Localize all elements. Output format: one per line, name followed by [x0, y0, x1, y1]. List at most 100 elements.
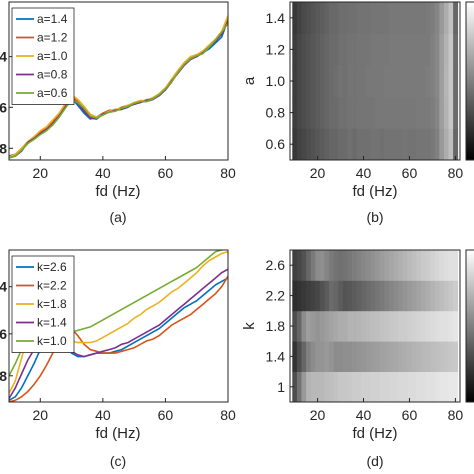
- heatmap-cell: [430, 128, 436, 161]
- heatmap-cell: [306, 341, 312, 372]
- heatmap-cell: [338, 250, 344, 281]
- heatmap-cell: [439, 128, 445, 161]
- heatmap-cell: [338, 341, 344, 372]
- heatmap-cell: [356, 341, 362, 372]
- heatmap-cell: [324, 341, 330, 372]
- heatmap-cell: [365, 310, 371, 342]
- heatmap-cell: [347, 310, 353, 342]
- heatmap-cell: [402, 128, 408, 161]
- heatmap-cell: [347, 128, 353, 161]
- heatmap-cell: [443, 341, 449, 372]
- heatmap-cell: [306, 2, 312, 34]
- heatmap-cell: [375, 2, 380, 34]
- heatmap-cell: [448, 96, 454, 129]
- heatmap-cell: [319, 2, 325, 34]
- heatmap-cell: [425, 310, 431, 342]
- heatmap-cell: [397, 65, 403, 98]
- heatmap-cell: [407, 280, 413, 312]
- heatmap-cell: [301, 2, 307, 34]
- heatmap-cell: [319, 371, 325, 403]
- heatmap-cell: [333, 280, 339, 312]
- x-axis-label: fd (Hz): [96, 183, 141, 200]
- heatmap-cell: [411, 65, 417, 98]
- heatmap-cell: [315, 96, 321, 129]
- heatmap-cell: [402, 280, 408, 312]
- heatmap-cell: [425, 65, 431, 98]
- heatmap-cell: [434, 128, 440, 161]
- heatmap-cell: [448, 250, 454, 281]
- heatmap-d: 20 40 60 80 1 1.4 1.8 2.2 2.6 k fd (Hz) (d): [241, 249, 474, 469]
- heatmap-cell: [319, 96, 325, 129]
- heatmap-cell: [407, 128, 413, 161]
- heatmap-cell: [315, 128, 321, 161]
- heatmap-cell: [425, 33, 431, 66]
- heatmap-cell: [342, 280, 348, 312]
- colorbar: [465, 249, 474, 403]
- heatmap-cell: [411, 2, 417, 34]
- heatmap-cell: [296, 33, 302, 66]
- heatmap-cell: [416, 128, 422, 161]
- y-axis-label: a: [241, 76, 258, 85]
- heatmap-cell: [453, 310, 459, 342]
- heatmap-cell: [365, 341, 371, 372]
- panel-label: (a): [109, 209, 126, 225]
- heatmap-cell: [361, 96, 367, 129]
- heatmap-cell: [342, 341, 348, 372]
- heatmap-cell: [434, 371, 440, 403]
- heatmap-cell: [292, 341, 298, 372]
- heatmap-cell: [352, 128, 358, 161]
- heatmap-cell: [448, 33, 454, 66]
- y-axis-label: k: [241, 322, 258, 330]
- heatmap-cell: [443, 250, 449, 281]
- heatmap-cell: [356, 2, 362, 34]
- heatmap-cell: [370, 65, 376, 98]
- heatmap-cell: [397, 280, 403, 312]
- heatmap-cell: [388, 33, 394, 66]
- heatmap-cell: [439, 2, 445, 34]
- heatmap-cell: [448, 280, 454, 312]
- heatmap-cell: [315, 310, 321, 342]
- heatmap-cell: [333, 65, 339, 98]
- heatmap-cell: [319, 310, 325, 342]
- heatmap-cell: [448, 341, 454, 372]
- heatmap-cell: [342, 65, 348, 98]
- heatmap-cell: [315, 2, 321, 34]
- heatmap-cell: [384, 128, 390, 161]
- heatmap-cell: [306, 280, 312, 312]
- heatmap-cell: [425, 341, 431, 372]
- heatmap-cell: [416, 280, 422, 312]
- heatmap-cell: [315, 371, 321, 403]
- legend-label-1: a=1.2: [37, 31, 68, 45]
- y-tick-label: 4: [0, 279, 7, 295]
- x-tick-label: 20: [32, 165, 48, 181]
- heatmap-cell: [365, 371, 371, 403]
- heatmap-cell: [310, 280, 316, 312]
- heatmap-cell: [439, 33, 445, 66]
- heatmap-cell: [324, 96, 330, 129]
- x-axis-label: fd (Hz): [96, 425, 141, 442]
- heatmap-cell: [434, 341, 440, 372]
- heatmap-cell: [352, 33, 358, 66]
- heatmap-cell: [306, 250, 312, 281]
- x-tick-label: 60: [402, 407, 418, 423]
- heatmap-cell: [416, 2, 422, 34]
- heatmap-cell: [347, 371, 353, 403]
- heatmap-cell: [315, 280, 321, 312]
- heatmap-cell: [292, 96, 298, 129]
- heatmap-cell: [361, 250, 367, 281]
- heatmap-cell: [384, 250, 390, 281]
- heatmap-cell: [301, 65, 307, 98]
- heatmap-cell: [430, 250, 436, 281]
- heatmap-cell: [416, 371, 422, 403]
- heatmap-cell: [430, 341, 436, 372]
- heatmap-cell: [434, 2, 440, 34]
- heatmap-cell: [443, 2, 449, 34]
- axes-frame: [8, 1, 229, 161]
- heatmap-cell: [379, 250, 385, 281]
- heatmap-cell: [370, 128, 376, 161]
- heatmap-cell: [379, 310, 385, 342]
- heatmap-cell: [296, 2, 302, 34]
- heatmap-cell: [342, 310, 348, 342]
- y-tick-label: 1.2: [266, 41, 286, 57]
- heatmap-cell: [393, 280, 399, 312]
